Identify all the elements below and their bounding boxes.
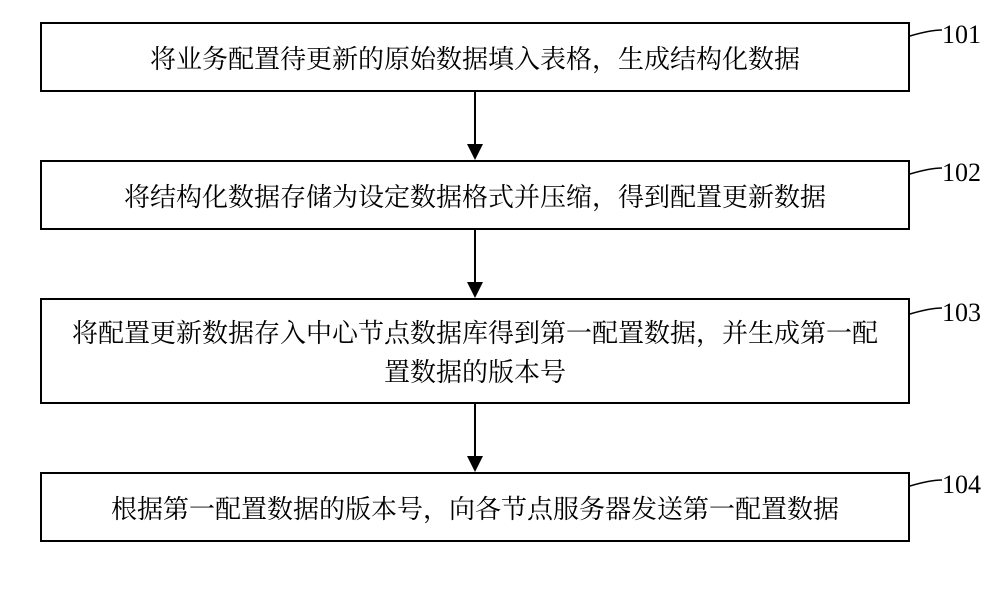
step-label-104: 104 xyxy=(942,470,981,500)
flow-node-4-text: 根据第一配置数据的版本号，向各节点服务器发送第一配置数据 xyxy=(111,488,839,527)
leader-101 xyxy=(910,30,942,36)
leader-104 xyxy=(910,480,942,486)
flow-node-2: 将结构化数据存储为设定数据格式并压缩，得到配置更新数据 xyxy=(40,160,910,230)
step-label-101: 101 xyxy=(942,20,981,50)
step-label-102: 102 xyxy=(942,158,981,188)
flow-node-4: 根据第一配置数据的版本号，向各节点服务器发送第一配置数据 xyxy=(40,472,910,542)
leader-102 xyxy=(910,168,942,174)
flow-node-1: 将业务配置待更新的原始数据填入表格，生成结构化数据 xyxy=(40,22,910,92)
flow-node-3-text: 将配置更新数据存入中心节点数据库得到第一配置数据，并生成第一配置数据的版本号 xyxy=(60,312,890,390)
flowchart-canvas: 将业务配置待更新的原始数据填入表格，生成结构化数据 将结构化数据存储为设定数据格… xyxy=(0,0,1000,596)
flow-node-3: 将配置更新数据存入中心节点数据库得到第一配置数据，并生成第一配置数据的版本号 xyxy=(40,298,910,404)
step-label-103: 103 xyxy=(942,298,981,328)
flow-node-2-text: 将结构化数据存储为设定数据格式并压缩，得到配置更新数据 xyxy=(124,176,826,215)
flow-node-1-text: 将业务配置待更新的原始数据填入表格，生成结构化数据 xyxy=(150,38,800,77)
leader-103 xyxy=(910,308,942,314)
